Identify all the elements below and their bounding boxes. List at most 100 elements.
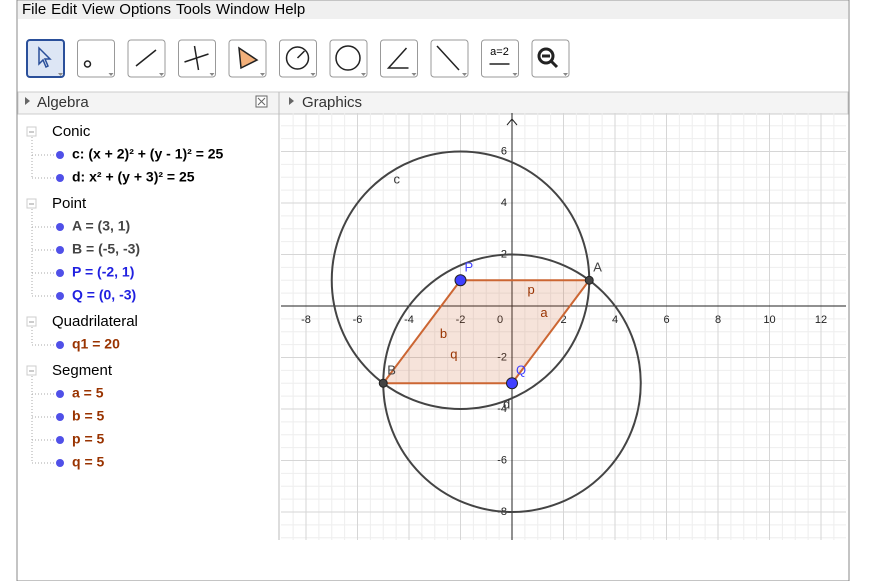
point[interactable] xyxy=(454,274,467,287)
tool-corner xyxy=(411,73,417,76)
tool-icon xyxy=(537,47,559,69)
tool-corner xyxy=(58,73,63,76)
tool-icon xyxy=(38,46,52,69)
visibility-dot[interactable] xyxy=(56,223,64,231)
segment-label: a xyxy=(540,305,548,320)
graphics-header: Graphics xyxy=(302,94,362,111)
x-tick-label: 4 xyxy=(612,314,618,326)
menu-item[interactable]: Window xyxy=(216,1,270,18)
visibility-dot[interactable] xyxy=(56,246,64,254)
tool-icon xyxy=(184,45,209,71)
y-axis-arrow xyxy=(506,118,518,126)
point[interactable] xyxy=(506,377,518,390)
visibility-dot[interactable] xyxy=(56,390,64,398)
tool-corner xyxy=(462,73,467,76)
algebra-item[interactable]: d: x² + (y + 3)² = 25 xyxy=(72,169,195,185)
algebra-item[interactable]: a = 5 xyxy=(72,385,104,401)
x-tick-label: -8 xyxy=(301,314,311,326)
group-label: Conic xyxy=(52,123,91,140)
x-tick-label: 12 xyxy=(815,314,827,326)
algebra-item[interactable]: P = (-2, 1) xyxy=(72,264,134,280)
tool-corner xyxy=(108,73,114,76)
point-label: A xyxy=(593,260,602,275)
tool-corner xyxy=(310,73,316,76)
menu-bar xyxy=(18,1,848,19)
x-tick-label: 8 xyxy=(715,314,721,326)
tool-corner xyxy=(512,73,518,76)
tool-button[interactable] xyxy=(380,39,418,78)
algebra-item[interactable]: b = 5 xyxy=(72,408,105,424)
close-icon xyxy=(257,97,266,106)
tool-button[interactable] xyxy=(531,39,570,78)
tool-corner xyxy=(260,73,265,76)
y-tick-label: -4 xyxy=(497,403,507,415)
algebra-item[interactable]: q1 = 20 xyxy=(72,336,120,352)
y-tick-label: -6 xyxy=(497,454,507,466)
segment-label: p xyxy=(527,282,534,297)
tool-corner xyxy=(159,73,164,76)
x-tick-label: -2 xyxy=(456,314,466,326)
group-label: Segment xyxy=(52,362,113,379)
algebra-item[interactable]: p = 5 xyxy=(72,431,105,447)
algebra-item[interactable]: A = (3, 1) xyxy=(72,218,130,234)
tool-icon xyxy=(83,60,92,68)
collapse-arrow[interactable] xyxy=(25,97,30,105)
menu-item[interactable]: Tools xyxy=(176,1,211,18)
point-label: P xyxy=(465,260,474,275)
algebra-item[interactable]: B = (-5, -3) xyxy=(72,241,140,257)
tool-icon xyxy=(386,47,409,69)
collapse-arrow[interactable] xyxy=(289,97,294,105)
tool-button[interactable] xyxy=(279,39,317,78)
y-tick-label: 4 xyxy=(501,197,507,209)
point[interactable] xyxy=(584,275,594,285)
circle-label: c xyxy=(394,171,401,186)
tool-icon xyxy=(135,49,157,67)
point-label: Q xyxy=(516,363,526,378)
menu-item[interactable]: Help xyxy=(274,1,305,18)
group-label: Point xyxy=(52,195,87,212)
group-label: Quadrilateral xyxy=(52,313,138,330)
y-tick-label: -2 xyxy=(497,351,507,363)
algebra-header: Algebra xyxy=(37,94,89,111)
tool-button[interactable] xyxy=(481,39,519,78)
menu-item[interactable]: File xyxy=(22,1,46,18)
tool-icon xyxy=(285,46,310,70)
algebra-item[interactable]: c: (x + 2)² + (y - 1)² = 25 xyxy=(72,146,224,162)
tool-button[interactable] xyxy=(430,39,469,78)
menu-item[interactable]: Options xyxy=(119,1,171,18)
x-tick-label: 2 xyxy=(560,314,566,326)
menu-item[interactable]: View xyxy=(82,1,114,18)
circle-label: d xyxy=(503,397,510,412)
visibility-dot[interactable] xyxy=(56,151,64,159)
algebra-item[interactable]: Q = (0, -3) xyxy=(72,287,136,303)
menu-item[interactable]: Edit xyxy=(51,1,78,18)
tool-icon xyxy=(335,45,361,71)
x-tick-label: 0 xyxy=(497,314,503,326)
panel-header-bar xyxy=(17,91,849,115)
segment-label: q xyxy=(450,346,457,361)
point[interactable] xyxy=(378,378,388,388)
algebra-item[interactable]: q = 5 xyxy=(72,454,105,470)
tool-corner xyxy=(563,73,568,76)
point-label: B xyxy=(387,363,396,378)
visibility-dot[interactable] xyxy=(56,292,64,300)
visibility-dot[interactable] xyxy=(56,413,64,421)
y-tick-label: 6 xyxy=(501,145,507,157)
tool-icon xyxy=(238,46,259,70)
tool-icon xyxy=(436,45,460,71)
visibility-dot[interactable] xyxy=(56,174,64,182)
visibility-dot[interactable] xyxy=(56,269,64,277)
x-tick-label: -6 xyxy=(353,314,363,326)
tool-corner xyxy=(209,73,215,76)
tool-button[interactable] xyxy=(77,39,115,78)
visibility-dot[interactable] xyxy=(56,436,64,444)
segment-label: b xyxy=(440,326,447,341)
tool-corner xyxy=(361,73,366,76)
visibility-dot[interactable] xyxy=(56,341,64,349)
tool-label: a=2 xyxy=(490,46,509,58)
x-tick-label: 10 xyxy=(763,314,775,326)
x-tick-label: -4 xyxy=(404,314,414,326)
x-tick-label: 6 xyxy=(663,314,669,326)
visibility-dot[interactable] xyxy=(56,459,64,467)
